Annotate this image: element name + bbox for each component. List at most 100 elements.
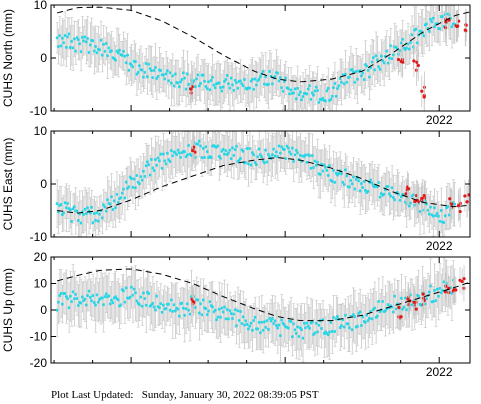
recent-point — [404, 192, 408, 196]
model-curve — [57, 268, 471, 322]
observation-point — [261, 328, 265, 332]
observation-point — [235, 81, 239, 85]
recent-point — [462, 277, 466, 281]
observation-point — [227, 151, 231, 155]
observation-point — [430, 20, 434, 24]
observation-point — [74, 292, 78, 296]
observation-point — [263, 82, 267, 86]
observation-point — [272, 321, 276, 325]
observation-point — [301, 94, 305, 98]
observation-point — [87, 51, 91, 55]
observation-point — [127, 68, 131, 72]
observation-point — [200, 156, 204, 160]
observation-point — [86, 206, 90, 210]
observation-point — [429, 205, 433, 209]
observation-point — [309, 166, 313, 170]
observation-point — [382, 192, 386, 196]
observation-point — [120, 191, 124, 195]
observation-point — [59, 44, 63, 48]
observation-point — [369, 178, 373, 182]
observation-point — [326, 333, 330, 337]
observation-point — [251, 328, 255, 332]
model-curve — [57, 6, 471, 83]
observation-point — [227, 82, 231, 86]
observation-point — [273, 154, 277, 158]
observation-point — [140, 304, 144, 308]
observation-point — [257, 320, 261, 324]
recent-point — [465, 200, 469, 204]
observation-point — [127, 185, 131, 189]
observation-point — [112, 199, 116, 203]
observation-point — [189, 153, 193, 157]
observation-point — [155, 294, 159, 298]
observation-point — [252, 153, 256, 157]
observation-point — [270, 316, 274, 320]
observation-point — [108, 202, 112, 206]
observation-point — [60, 302, 64, 306]
observation-point — [398, 198, 402, 202]
observation-point — [68, 45, 72, 49]
recent-point — [420, 196, 424, 200]
observation-point — [330, 179, 334, 183]
observation-point — [431, 16, 435, 20]
observation-point — [122, 289, 126, 293]
observation-point — [334, 317, 338, 321]
observation-point — [336, 314, 340, 318]
observation-point — [120, 53, 124, 57]
observation-point — [378, 195, 382, 199]
observation-point — [370, 317, 374, 321]
observation-point — [72, 297, 76, 301]
observation-point — [265, 160, 269, 164]
observation-point — [360, 182, 364, 186]
observation-point — [297, 93, 301, 97]
recent-point — [189, 87, 193, 91]
observation-point — [256, 155, 260, 159]
observation-point — [259, 331, 263, 335]
observation-point — [171, 309, 175, 313]
observation-point — [91, 294, 95, 298]
observation-point — [274, 324, 278, 328]
observation-point — [358, 189, 362, 193]
recent-point — [191, 299, 195, 303]
observation-point — [118, 48, 122, 52]
observation-point — [99, 38, 103, 42]
observation-point — [336, 87, 340, 91]
observation-point — [71, 46, 75, 50]
observation-point — [176, 81, 180, 85]
observation-point — [409, 41, 413, 45]
observation-point — [228, 148, 232, 152]
observation-point — [114, 58, 118, 62]
observation-point — [163, 77, 167, 81]
observation-point — [267, 152, 271, 156]
observation-point — [365, 313, 369, 317]
observation-point — [312, 93, 316, 97]
observation-point — [300, 328, 304, 332]
observation-point — [409, 201, 413, 205]
recent-point — [463, 28, 467, 32]
observation-point — [313, 89, 317, 93]
observation-point — [111, 208, 115, 212]
observation-point — [201, 73, 205, 77]
observation-point — [91, 39, 95, 43]
observation-point — [158, 159, 162, 163]
observation-point — [92, 49, 96, 53]
observation-point — [161, 303, 165, 307]
observation-point — [259, 75, 263, 79]
observation-point — [124, 61, 128, 65]
observation-point — [429, 17, 433, 21]
observation-point — [247, 162, 251, 166]
observation-point — [204, 145, 208, 149]
observation-point — [292, 91, 296, 95]
observation-point — [304, 153, 308, 157]
observation-point — [115, 192, 119, 196]
observation-point — [450, 25, 454, 29]
observation-point — [171, 154, 175, 158]
observation-point — [107, 294, 111, 298]
observation-point — [442, 280, 446, 284]
observation-point — [393, 198, 397, 202]
observation-point — [177, 85, 181, 89]
observation-point — [376, 58, 380, 62]
observation-point — [277, 144, 281, 148]
observation-point — [292, 322, 296, 326]
observation-point — [79, 50, 83, 54]
